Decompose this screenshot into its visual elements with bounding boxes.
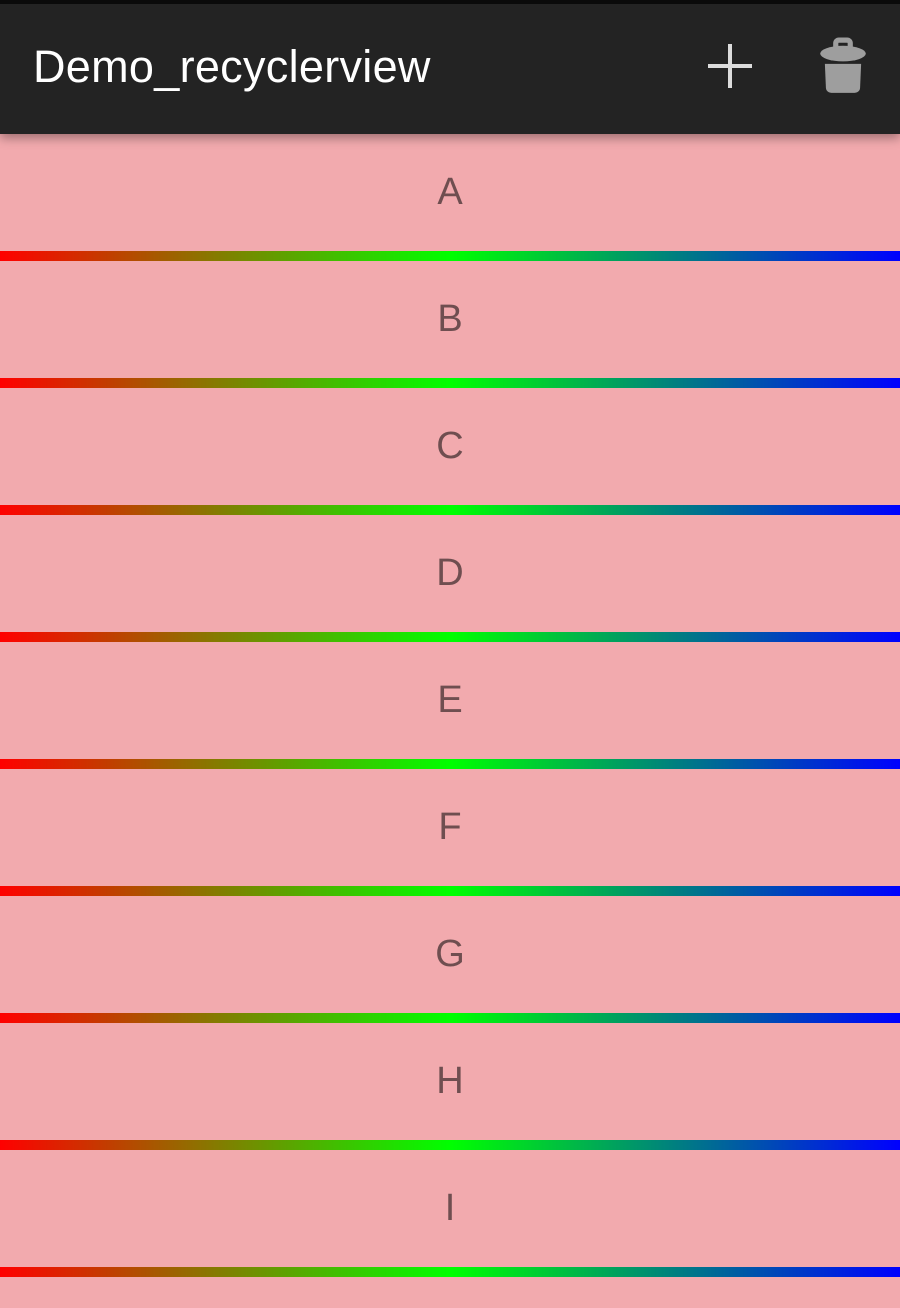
item-label: C bbox=[436, 425, 464, 467]
list-item[interactable]: H bbox=[0, 1023, 900, 1140]
app-bar: Demo_recyclerview bbox=[0, 0, 900, 134]
item-label: F bbox=[438, 806, 462, 848]
delete-button[interactable] bbox=[798, 12, 888, 122]
list-item-partial[interactable] bbox=[0, 1277, 900, 1308]
item-label: D bbox=[436, 552, 464, 594]
item-divider bbox=[0, 1140, 900, 1150]
item-divider bbox=[0, 632, 900, 642]
list-item[interactable]: E bbox=[0, 642, 900, 759]
list-item[interactable]: B bbox=[0, 261, 900, 378]
item-label: H bbox=[436, 1060, 464, 1102]
item-divider bbox=[0, 251, 900, 261]
item-label: E bbox=[437, 679, 463, 721]
item-label: G bbox=[435, 933, 465, 975]
list-item[interactable]: C bbox=[0, 388, 900, 505]
item-divider bbox=[0, 759, 900, 769]
trash-icon bbox=[819, 37, 867, 98]
list-item[interactable]: A bbox=[0, 134, 900, 251]
item-divider bbox=[0, 886, 900, 896]
page-title: Demo_recyclerview bbox=[33, 41, 431, 92]
item-divider bbox=[0, 1267, 900, 1277]
item-divider bbox=[0, 505, 900, 515]
item-divider bbox=[0, 1013, 900, 1023]
item-label: B bbox=[437, 298, 463, 340]
list-item[interactable]: I bbox=[0, 1150, 900, 1267]
add-button[interactable] bbox=[685, 12, 775, 122]
item-label: A bbox=[437, 171, 463, 213]
list-item[interactable]: D bbox=[0, 515, 900, 632]
app-bar-actions bbox=[685, 12, 888, 122]
list-item[interactable]: F bbox=[0, 769, 900, 886]
item-divider bbox=[0, 378, 900, 388]
item-label: I bbox=[444, 1187, 456, 1229]
plus-icon bbox=[706, 42, 754, 93]
list-item[interactable]: G bbox=[0, 896, 900, 1013]
recycler-list: A B C D E F G H I bbox=[0, 134, 900, 1308]
